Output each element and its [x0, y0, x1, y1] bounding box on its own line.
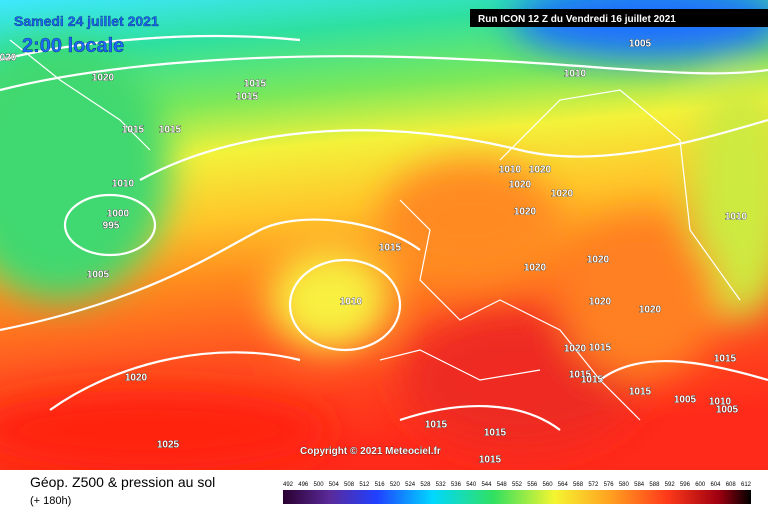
color-bar [283, 490, 751, 504]
isobar-label: 1025 [157, 440, 180, 451]
isobar-label: 1015 [244, 79, 267, 90]
isobar-label: 1020 [125, 373, 148, 384]
isobar-label: 1000 [107, 209, 130, 220]
isobar-label: 1005 [87, 270, 110, 281]
scale-label: 592 [665, 482, 676, 488]
isobar-label: 1020 [551, 189, 574, 200]
scale-label: 532 [436, 482, 447, 488]
scale-label: 584 [634, 482, 645, 488]
isobar-label: 1015 [159, 125, 182, 136]
isobar-label: 1020 [509, 180, 532, 191]
isobar-label: 995 [103, 221, 120, 232]
scale-label: 520 [390, 482, 401, 488]
isobar-label: 1020 [524, 263, 547, 274]
scale-label: 612 [741, 482, 752, 488]
isobar-label: 1005 [674, 395, 697, 406]
isobar-label: 1020 [639, 305, 662, 316]
field [0, 0, 768, 470]
scale-label: 556 [527, 482, 538, 488]
isobar-label: 1015 [379, 243, 402, 254]
isobar-label: 1010 [340, 297, 363, 308]
isobar-label: 1020 [589, 297, 612, 308]
isobar-label: 1005 [629, 39, 652, 50]
isobar-label: 1010 [112, 179, 135, 190]
scale-label: 572 [588, 482, 599, 488]
scale-label: 596 [680, 482, 691, 488]
scale-label: 544 [481, 482, 492, 488]
isobar-label: 1015 [479, 455, 502, 466]
scale-label: 600 [695, 482, 706, 488]
scale-label: 524 [405, 482, 416, 488]
time-label: 2:00 locale [22, 35, 124, 57]
isobar-label: 1015 [714, 354, 737, 365]
isobar-label: 1020 [514, 207, 537, 218]
scale-label: 500 [314, 482, 325, 488]
scale-label: 580 [619, 482, 630, 488]
scale-label: 508 [344, 482, 355, 488]
scale-label: 504 [329, 482, 340, 488]
scale-label: 496 [298, 482, 309, 488]
run-box [470, 9, 768, 27]
copyright: Copyright © 2021 Meteociel.fr [300, 446, 441, 457]
isobar-label: 1010 [725, 212, 748, 223]
scale-label: 576 [604, 482, 615, 488]
scale-label: 548 [497, 482, 508, 488]
isobar-label: 1015 [629, 387, 652, 398]
scale-label: 536 [451, 482, 462, 488]
isobar-label: 1015 [569, 370, 592, 381]
isobar-label: 1010 [709, 397, 732, 408]
footer-title: Géop. Z500 & pression au sol [30, 474, 215, 490]
scale-labels: 492 496 500 504 508 512 516 520 524 528 532 536 540 5… [283, 482, 752, 488]
isobar-label: 1015 [236, 92, 259, 103]
isobar-label: 1020 [587, 255, 610, 266]
scale-label: 528 [420, 482, 431, 488]
scale-label: 540 [466, 482, 477, 488]
scale-label: 608 [726, 482, 737, 488]
isobar-label: 1015 [484, 428, 507, 439]
isobar-label: 1010 [564, 69, 587, 80]
isobar-label: 020 [0, 53, 17, 64]
isobar-label: 1005 [716, 405, 739, 416]
scale-label: 568 [573, 482, 584, 488]
isobar-label: 1010 [499, 165, 522, 176]
scale-label: 512 [359, 482, 370, 488]
date-label: Samedi 24 juillet 2021 [14, 13, 159, 29]
isobar-label: 1015 [589, 343, 612, 354]
isobar-label: 1015 [581, 375, 604, 386]
scale-label: 560 [543, 482, 554, 488]
run-label: Run ICON 12 Z du Vendredi 16 juillet 202… [478, 14, 676, 25]
scale-label: 564 [558, 482, 569, 488]
scale-label: 516 [375, 482, 386, 488]
scale-label: 492 [283, 482, 294, 488]
isobar-label: 1020 [92, 73, 115, 84]
scale-label: 604 [710, 482, 721, 488]
scale-label: 552 [512, 482, 523, 488]
scale-label: 588 [649, 482, 660, 488]
isobar-label: 1015 [425, 420, 448, 431]
footer-lead: (+ 180h) [30, 495, 71, 507]
isobar-label: 1020 [529, 165, 552, 176]
isobar-label: 1020 [564, 344, 587, 355]
isobar-label: 1015 [122, 125, 145, 136]
